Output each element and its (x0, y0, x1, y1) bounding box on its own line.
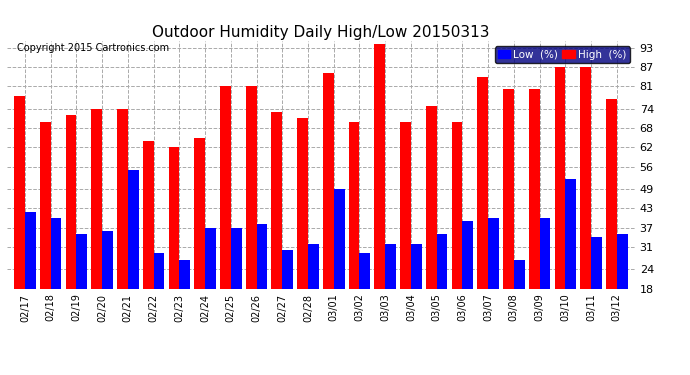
Bar (488, 218, 499, 346)
Bar (14, 96, 25, 346)
Bar (437, 234, 447, 346)
Bar (580, 67, 591, 347)
Bar (25, 211, 36, 346)
Bar (297, 118, 308, 346)
Bar (91, 109, 102, 347)
Bar (102, 231, 113, 346)
Bar (555, 67, 565, 347)
Bar (451, 122, 462, 346)
Bar (503, 90, 514, 346)
Bar (168, 147, 179, 346)
Bar (591, 237, 602, 346)
Bar (477, 76, 488, 347)
Bar (617, 234, 628, 346)
Bar (348, 122, 359, 346)
Legend: Low  (%), High  (%): Low (%), High (%) (495, 46, 629, 63)
Title: Outdoor Humidity Daily High/Low 20150313: Outdoor Humidity Daily High/Low 20150313 (152, 25, 490, 40)
Bar (77, 234, 87, 346)
Bar (323, 74, 334, 346)
Bar (375, 45, 385, 346)
Bar (205, 228, 216, 346)
Bar (230, 228, 241, 346)
Bar (565, 180, 576, 346)
Bar (282, 250, 293, 346)
Bar (117, 109, 128, 347)
Text: Copyright 2015 Cartronics.com: Copyright 2015 Cartronics.com (17, 43, 169, 53)
Bar (334, 189, 344, 346)
Bar (529, 90, 540, 346)
Bar (179, 260, 190, 346)
Bar (66, 115, 77, 346)
Bar (220, 86, 230, 346)
Bar (154, 254, 164, 346)
Bar (514, 260, 524, 346)
Bar (195, 138, 205, 346)
Bar (40, 122, 50, 346)
Bar (257, 225, 267, 346)
Bar (606, 99, 617, 346)
Bar (385, 244, 396, 346)
Bar (462, 221, 473, 346)
Bar (411, 244, 422, 346)
Bar (308, 244, 319, 346)
Bar (50, 218, 61, 346)
Bar (540, 218, 551, 346)
Bar (359, 254, 371, 346)
Bar (426, 105, 437, 346)
Bar (143, 141, 154, 346)
Bar (271, 112, 282, 346)
Bar (400, 122, 411, 346)
Bar (246, 86, 257, 346)
Bar (128, 170, 139, 346)
